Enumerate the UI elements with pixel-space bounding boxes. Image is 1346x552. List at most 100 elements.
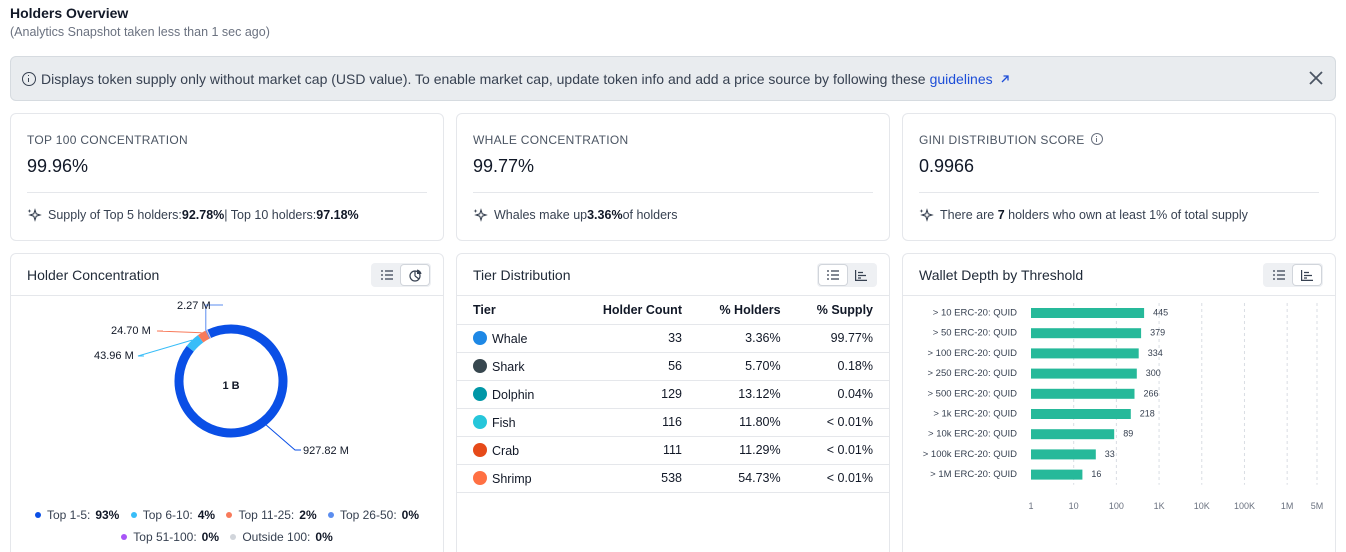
list-view-button[interactable] [373,265,401,285]
dolphin-icon [473,386,487,401]
tier-cell: Dolphin [457,380,577,409]
whale-concentration-card: WHALE CONCENTRATION 99.77% Whales make u… [456,113,890,241]
legend-item[interactable]: Top 6-10: 4% [130,508,215,522]
snapshot-subtitle: (Analytics Snapshot taken less than 1 se… [10,25,270,39]
legend-item[interactable]: Top 51-100: 0% [121,530,219,544]
banner-text: Displays token supply only without marke… [41,70,926,87]
legend-value: 93% [95,508,120,522]
divider [457,295,889,296]
legend-dot [230,534,237,540]
y-category-label: > 1M ERC-20: QUID [930,469,1017,480]
divider [473,192,873,193]
depth-bar[interactable] [1031,348,1139,359]
legend-item[interactable]: Top 1-5: 93% [34,508,120,522]
donut-legend: Top 1-5: 93% Top 6-10: 4% Top 11-25: 2% Top… [11,507,443,522]
holder-count: 7 [997,208,1005,222]
legend-item[interactable]: Outside 100: 0% [230,530,333,544]
donut-slice-top-1-5[interactable] [174,324,288,438]
holders-percent-cell: 54.73% [698,464,797,493]
bar-value-label: 218 [1140,409,1155,419]
legend-item[interactable]: Top 11-25: 2% [226,508,317,522]
depth-bar[interactable] [1031,409,1131,419]
legend-value: 0% [201,530,219,544]
panel-title: Holder Concentration [27,267,160,283]
close-icon[interactable] [1307,69,1325,87]
top10-share: 97.18% [316,208,359,222]
holders-percent-cell: 11.29% [698,436,797,465]
column-header[interactable]: % Holders [698,296,797,325]
donut-legend-row-2: Top 51-100: 0% Outside 100: 0% [11,529,443,544]
gini-score-card: GINI DISTRIBUTION SCORE 0.9966 There are… [902,113,1336,241]
depth-bar[interactable] [1031,368,1137,379]
table-row: Shark 56 5.70% 0.18% [457,352,889,381]
metric-label: GINI DISTRIBUTION SCORE [919,133,1103,147]
slice-leader-line [137,339,193,357]
info-icon[interactable] [1090,133,1103,145]
bar-value-label: 445 [1153,308,1168,318]
tier-cell: Shrimp [457,464,577,493]
donut-slice-top-6-10[interactable] [186,335,204,352]
legend-dot [226,512,233,518]
list-icon [1273,270,1285,280]
column-header[interactable]: % Supply [796,296,889,325]
slice-leader-line [205,304,223,331]
supply-percent-cell: 0.18% [796,352,889,381]
bar-value-label: 334 [1148,348,1163,358]
tier-name: Fish [492,415,516,430]
slice-leader-line [265,424,301,451]
sparkle-icon [919,208,934,222]
table-row: Shrimp 538 54.73% < 0.01% [457,464,889,493]
donut-slice-top-11-25[interactable] [197,330,210,343]
legend-label: Outside 100: [242,530,311,544]
tier-distribution-panel: Tier Distribution Tier Holder Count % Ho… [456,253,890,552]
guidelines-link[interactable]: guidelines [930,71,1010,87]
holder-count-cell: 116 [576,408,698,437]
depth-bar[interactable] [1031,388,1135,399]
legend-label: Top 1-5: [46,508,91,522]
legend-dot [34,512,41,518]
supply-percent-cell: 0.04% [796,380,889,409]
x-tick-label: 1 [1028,501,1033,511]
view-toggle [817,263,877,287]
holder-concentration-panel: Holder Concentration 1 B 927.82 M 43.96 … [10,253,444,552]
column-header[interactable]: Tier [457,296,577,325]
table-row: Whale 33 3.36% 99.77% [457,324,889,353]
bar-chart-icon [1301,269,1313,281]
shark-icon [473,358,487,373]
legend-item[interactable]: Top 26-50: 0% [327,508,419,522]
chart-view-button[interactable] [847,265,875,285]
depth-bar[interactable] [1031,449,1096,460]
holders-percent-cell: 13.12% [698,380,797,409]
legend-value: 0% [315,530,333,544]
depth-bar[interactable] [1031,469,1083,480]
tier-cell: Whale [457,324,577,353]
footer-text: Whales make up [494,208,588,222]
list-view-button[interactable] [1265,265,1293,285]
metric-footer: Supply of Top 5 holders: 92.78% | Top 10… [27,208,359,222]
list-view-button[interactable] [819,265,847,285]
bar-value-label: 300 [1146,368,1161,378]
tier-name: Dolphin [492,387,535,402]
tier-name: Whale [492,331,528,346]
column-header[interactable]: Holder Count [576,296,698,325]
tier-name: Shrimp [492,471,532,486]
metric-label: WHALE CONCENTRATION [473,133,629,147]
footer-text: of holders [622,208,678,222]
chart-view-button[interactable] [1293,265,1321,285]
holder-count-cell: 33 [576,324,698,353]
bar-value-label: 33 [1105,449,1115,459]
sparkle-icon [27,208,42,222]
depth-bar[interactable] [1031,429,1115,440]
info-icon [22,71,36,86]
depth-bar[interactable] [1031,328,1142,339]
chart-view-button[interactable] [401,265,429,285]
supply-percent-cell: 99.77% [796,324,889,353]
page-title: Holders Overview [10,5,129,21]
divider [919,192,1319,193]
x-tick-label: 1M [1281,501,1294,511]
metric-value: 99.96% [27,156,89,176]
tier-cell: Crab [457,436,577,465]
panel-title: Tier Distribution [473,267,571,283]
depth-bar[interactable] [1031,308,1145,318]
divider [903,295,1335,296]
